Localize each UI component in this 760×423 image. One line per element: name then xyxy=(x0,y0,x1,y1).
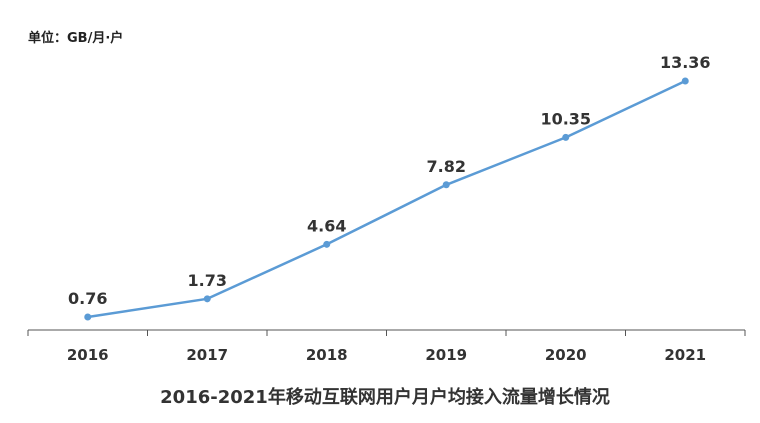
data-label: 0.76 xyxy=(68,289,107,308)
data-label: 13.36 xyxy=(660,53,711,72)
x-tick-label: 2017 xyxy=(186,346,228,364)
x-axis-tick-labels: 2016 2017 2018 2019 2020 2021 xyxy=(67,346,706,364)
data-point xyxy=(562,133,570,141)
x-tick-label: 2018 xyxy=(306,346,348,364)
data-point xyxy=(442,181,450,189)
data-label: 7.82 xyxy=(427,157,466,176)
data-label: 10.35 xyxy=(540,109,591,128)
data-point xyxy=(681,77,689,85)
x-tick-label: 2019 xyxy=(425,346,467,364)
data-point xyxy=(203,295,211,303)
x-tick-label: 2016 xyxy=(67,346,109,364)
data-label: 1.73 xyxy=(188,271,227,290)
data-points xyxy=(84,77,689,321)
chart-title: 2016-2021年移动互联网用户月户均接入流量增长情况 xyxy=(160,386,610,408)
x-axis-ticks xyxy=(27,330,746,336)
x-tick-label: 2021 xyxy=(664,346,706,364)
series-line xyxy=(86,79,687,319)
data-labels: 0.76 1.73 4.64 7.82 10.35 13.36 xyxy=(68,53,711,308)
unit-label: 单位：GB/月·户 xyxy=(28,30,123,46)
data-label: 4.64 xyxy=(307,216,346,235)
x-tick-label: 2020 xyxy=(545,346,587,364)
data-point xyxy=(84,313,92,321)
data-point xyxy=(323,240,331,248)
